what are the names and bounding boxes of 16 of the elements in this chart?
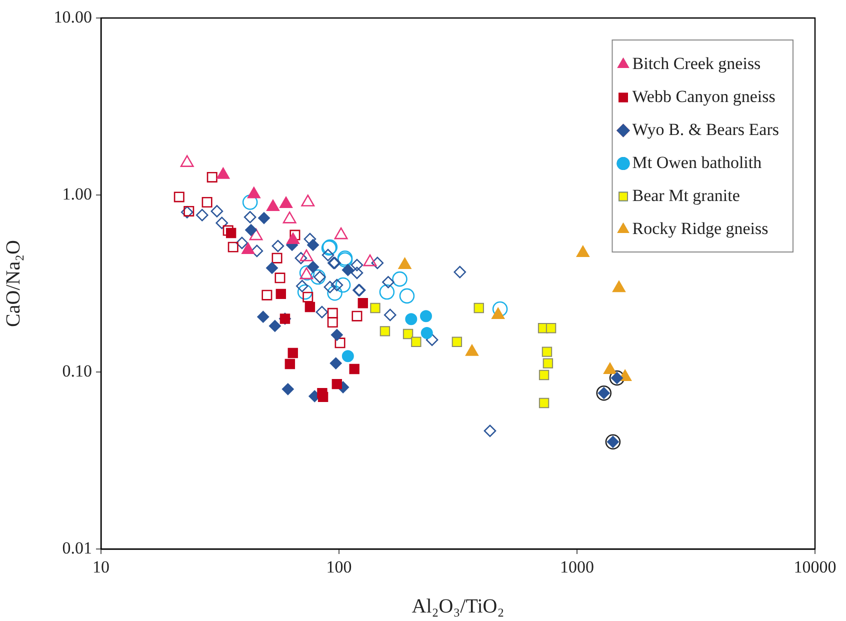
- y-tick-label: 1.00: [62, 184, 92, 204]
- x-tick-label: 10000: [794, 558, 836, 577]
- x-tick-label: 10: [92, 558, 110, 577]
- x-tick-label: 1000: [560, 558, 594, 577]
- y-tick-label: 10.00: [54, 7, 92, 26]
- y-tick-label: 0.01: [62, 538, 92, 558]
- y-tick-label: 0.10: [62, 361, 92, 380]
- y-axis-title: CaO/Na₂O: [2, 240, 24, 327]
- legend-label: Rocky Ridge gneiss: [632, 218, 768, 238]
- legend-label: Webb Canyon gneiss: [632, 86, 776, 106]
- legend-label: Bear Mt granite: [632, 186, 740, 205]
- legend-label: Wyo B. & Bears Ears: [632, 120, 779, 139]
- x-tick-label: 100: [326, 558, 352, 577]
- x-axis-title: Al₂O₃/TiO₂: [412, 595, 504, 618]
- legend-label: Bitch Creek gneiss: [632, 54, 761, 73]
- legend-label: Mt Owen batholith: [632, 152, 762, 172]
